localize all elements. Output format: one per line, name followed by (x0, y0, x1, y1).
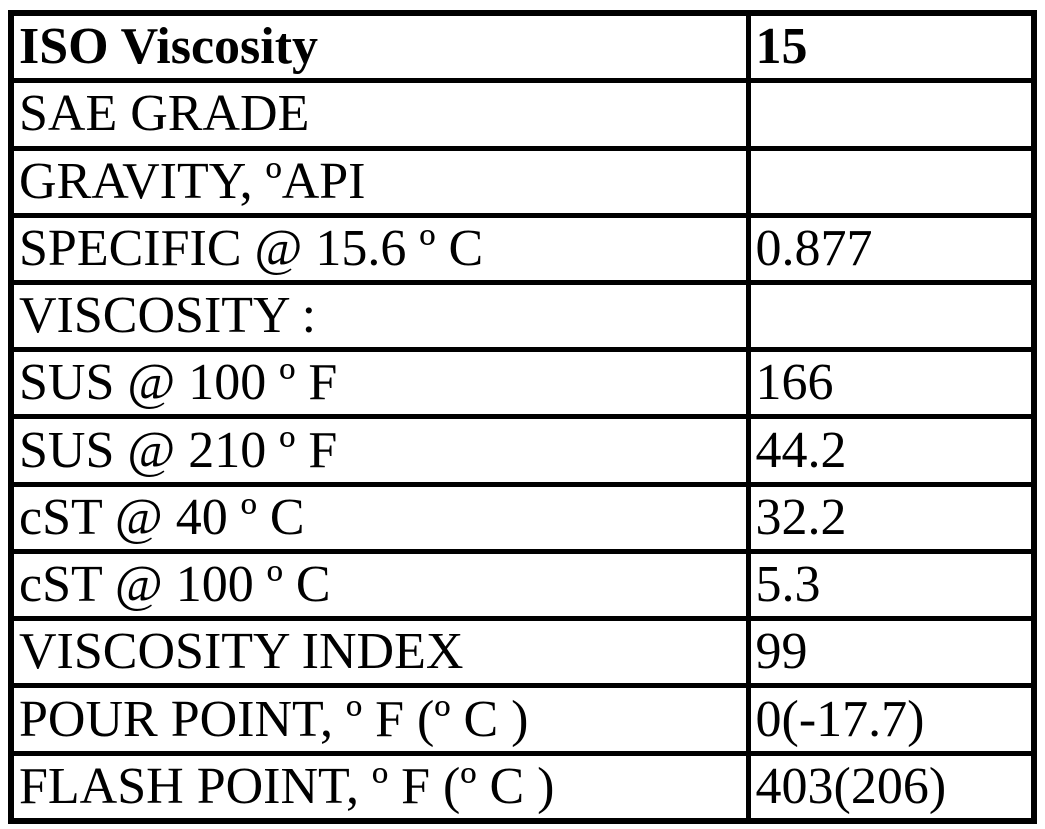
table-row: VISCOSITY INDEX 99 (8, 616, 1037, 689)
property-label: SPECIFIC @ 15.6 º C (8, 212, 751, 286)
property-value (745, 145, 1037, 218)
property-value: 32.2 (745, 481, 1037, 554)
property-label: FLASH POINT, º F (º C ) (8, 750, 751, 824)
property-label: GRAVITY, ºAPI (8, 145, 751, 218)
property-label: SUS @ 100 º F (8, 347, 751, 420)
property-label: ISO Viscosity (8, 10, 751, 84)
property-label: VISCOSITY : (8, 280, 751, 353)
property-label: SUS @ 210 º F (8, 414, 751, 487)
table-row: SUS @ 210 º F 44.2 (8, 414, 1037, 487)
property-value: 0(-17.7) (745, 683, 1037, 756)
table-row: ISO Viscosity 15 (8, 10, 1037, 84)
table-row: POUR POINT, º F (º C ) 0(-17.7) (8, 683, 1037, 756)
property-value: 0.877 (745, 212, 1037, 286)
property-value: 403(206) (745, 750, 1037, 824)
property-value: 166 (745, 347, 1037, 420)
table-row: GRAVITY, ºAPI (8, 145, 1037, 218)
table-row: SUS @ 100 º F 166 (8, 347, 1037, 420)
table-row: FLASH POINT, º F (º C ) 403(206) (8, 750, 1037, 824)
property-value: 15 (745, 10, 1037, 84)
property-label: cST @ 40 º C (8, 481, 751, 554)
property-value: 44.2 (745, 414, 1037, 487)
property-label: VISCOSITY INDEX (8, 616, 751, 689)
table-row: SPECIFIC @ 15.6 º C 0.877 (8, 212, 1037, 286)
property-label: cST @ 100 º C (8, 548, 751, 622)
property-value (745, 78, 1037, 151)
property-label: SAE GRADE (8, 78, 751, 151)
property-value: 5.3 (745, 548, 1037, 622)
table-row: cST @ 40 º C 32.2 (8, 481, 1037, 554)
property-value (745, 280, 1037, 353)
viscosity-spec-table: ISO Viscosity 15 SAE GRADE GRAVITY, ºAPI… (8, 10, 1037, 824)
table-row: cST @ 100 º C 5.3 (8, 548, 1037, 622)
property-value: 99 (745, 616, 1037, 689)
property-label: POUR POINT, º F (º C ) (8, 683, 751, 756)
table-row: VISCOSITY : (8, 280, 1037, 353)
table-row: SAE GRADE (8, 78, 1037, 151)
